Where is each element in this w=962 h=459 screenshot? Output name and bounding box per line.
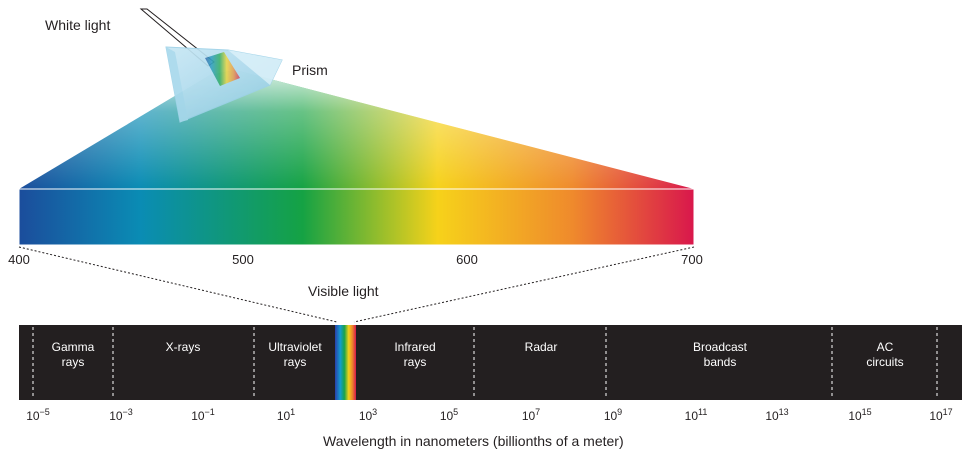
band-label: Infrared rays bbox=[394, 340, 435, 370]
light-fan-glow bbox=[19, 70, 694, 189]
tick-label: 1017 bbox=[929, 409, 952, 423]
band-label-line1: Radar bbox=[525, 340, 558, 355]
band-label: Broadcast bands bbox=[693, 340, 747, 370]
tick-base: 10 bbox=[109, 409, 122, 423]
band-label-line1: Gamma bbox=[52, 340, 95, 355]
band-label: X-rays bbox=[166, 340, 201, 355]
tick-exponent: 3 bbox=[372, 407, 377, 417]
band-label-line1: Infrared bbox=[394, 340, 435, 355]
tick-base: 10 bbox=[359, 409, 372, 423]
band-label-line1: Ultraviolet bbox=[268, 340, 321, 355]
tick-base: 10 bbox=[440, 409, 453, 423]
projection-line-left bbox=[19, 247, 337, 322]
tick-label: 1015 bbox=[848, 409, 871, 423]
tick-base: 10 bbox=[277, 409, 290, 423]
tick-base: 10 bbox=[604, 409, 617, 423]
tick-label: 109 bbox=[604, 409, 622, 423]
visible-light-strip bbox=[335, 325, 356, 400]
tick-exponent: 15 bbox=[862, 407, 872, 417]
band-label-line2: circuits bbox=[866, 355, 903, 370]
tick-exponent: −5 bbox=[40, 407, 50, 417]
tick-exponent: −3 bbox=[123, 407, 133, 417]
tick-exponent: 9 bbox=[617, 407, 622, 417]
em-spectrum-bar: Gamma rays X-rays Ultraviolet rays Infrared ra… bbox=[19, 325, 962, 400]
tick-label: 10−1 bbox=[191, 409, 215, 423]
tick-base: 10 bbox=[848, 409, 861, 423]
band-label-line1: Broadcast bbox=[693, 340, 747, 355]
band-label-line1: AC bbox=[866, 340, 903, 355]
tick-label: 101 bbox=[277, 409, 295, 423]
tick-label: 10−3 bbox=[109, 409, 133, 423]
tick-exponent: 7 bbox=[535, 407, 540, 417]
tick-base: 10 bbox=[765, 409, 778, 423]
tick-exponent: 11 bbox=[698, 407, 707, 417]
band-label: Ultraviolet rays bbox=[268, 340, 321, 370]
axis-title: Wavelength in nanometers (billionths of … bbox=[323, 433, 624, 449]
tick-label: 10−5 bbox=[26, 409, 50, 423]
visible-spectrum-bar bbox=[19, 189, 694, 245]
band-label-line2: rays bbox=[394, 355, 435, 370]
band-label-line1: X-rays bbox=[166, 340, 201, 355]
tick-exponent: 13 bbox=[779, 407, 789, 417]
band-label-line2: bands bbox=[693, 355, 747, 370]
tick-label: 103 bbox=[359, 409, 377, 423]
tick-base: 10 bbox=[929, 409, 942, 423]
tick-base: 10 bbox=[522, 409, 535, 423]
visible-scale-label: 600 bbox=[456, 252, 478, 267]
prism-label: Prism bbox=[292, 62, 328, 78]
tick-base: 10 bbox=[191, 409, 204, 423]
white-light-label: White light bbox=[45, 17, 110, 33]
tick-base: 10 bbox=[685, 409, 698, 423]
projection-line-right bbox=[354, 247, 694, 322]
band-label: AC circuits bbox=[866, 340, 903, 370]
band-label-line2: rays bbox=[52, 355, 95, 370]
tick-exponent: 17 bbox=[943, 407, 953, 417]
tick-exponent: 5 bbox=[453, 407, 458, 417]
tick-exponent: −1 bbox=[205, 407, 215, 417]
visible-scale-label: 400 bbox=[8, 252, 30, 267]
visible-scale-label: 500 bbox=[232, 252, 254, 267]
visible-light-label: Visible light bbox=[308, 283, 379, 299]
tick-exponent: 1 bbox=[290, 407, 295, 417]
band-label: Radar bbox=[525, 340, 558, 355]
tick-label: 107 bbox=[522, 409, 540, 423]
tick-label: 1011 bbox=[685, 409, 708, 423]
tick-label: 1013 bbox=[765, 409, 788, 423]
visible-scale-label: 700 bbox=[681, 252, 703, 267]
band-label: Gamma rays bbox=[52, 340, 95, 370]
tick-base: 10 bbox=[26, 409, 39, 423]
band-label-line2: rays bbox=[268, 355, 321, 370]
em-bar-art bbox=[19, 325, 962, 400]
tick-label: 105 bbox=[440, 409, 458, 423]
